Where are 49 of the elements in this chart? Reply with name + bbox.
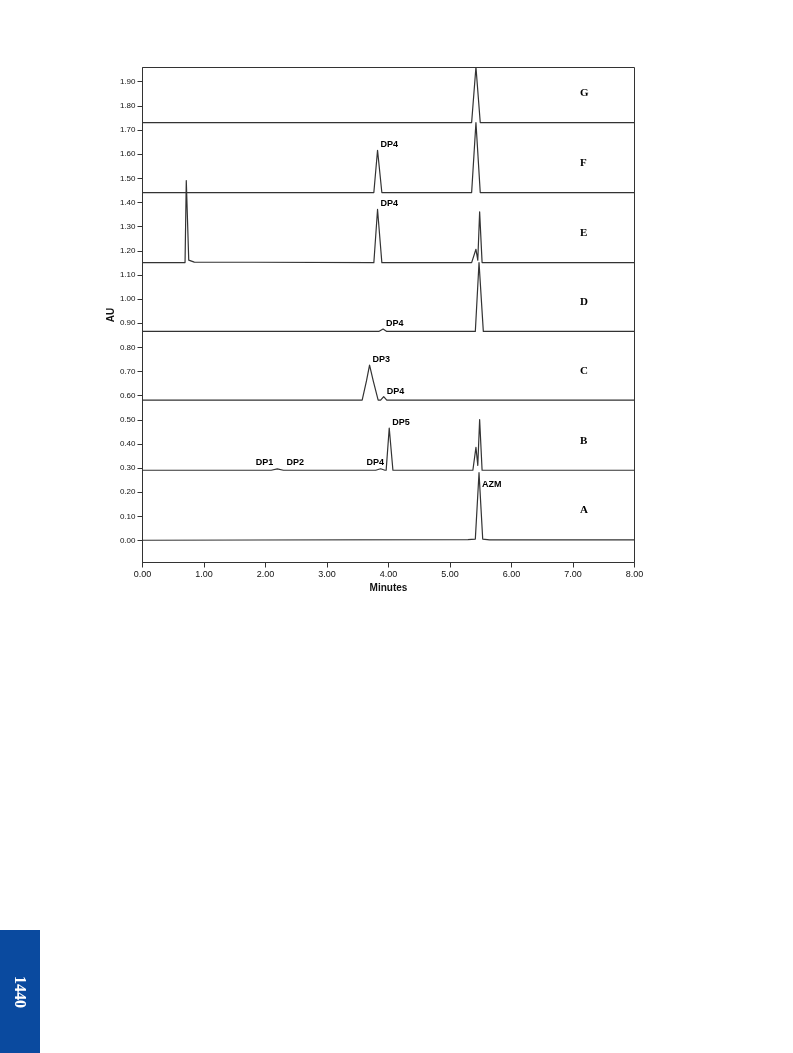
y-tick-label: 0.90: [119, 318, 137, 328]
text: C: [579, 363, 588, 376]
annotation: DP4: [386, 317, 404, 328]
y-tick-label: 1.00: [119, 294, 137, 304]
text: 1440: [11, 975, 29, 1008]
x-tick-label: 4.00: [379, 568, 398, 579]
annotation: AZM: [482, 478, 502, 489]
y-tick-label: 0.40: [119, 439, 137, 449]
annotation: DP2: [286, 456, 304, 467]
y-tick-label: 0.10: [119, 511, 137, 521]
y-tick-label: 1.50: [119, 173, 137, 183]
y-axis-title: AU: [104, 307, 116, 323]
x-tick-label: 1.00: [195, 568, 213, 579]
y-tick-label: 1.40: [119, 197, 137, 207]
text: A: [579, 503, 588, 516]
y-tick-label: 0.00: [119, 535, 137, 545]
y-tick-label: 1.10: [119, 270, 137, 280]
annotation: DP1: [255, 456, 274, 467]
text: G: [579, 85, 589, 98]
y-tick-label: 1.80: [119, 101, 137, 111]
x-axis-title: Minutes: [369, 581, 408, 593]
y-tick-label: 0.50: [119, 415, 137, 425]
y-tick-label: 1.60: [119, 149, 137, 159]
y-tick-label: 0.30: [119, 463, 137, 473]
annotation: DP5: [392, 416, 410, 427]
x-tick-label: 0.00: [133, 568, 152, 579]
annotation: DP4: [380, 139, 399, 150]
x-tick-label: 2.00: [256, 568, 275, 579]
y-tick-label: 1.90: [119, 76, 137, 86]
text: B: [579, 433, 588, 446]
x-tick-label: 5.00: [441, 568, 459, 579]
text: D: [579, 294, 588, 307]
y-tick-label: 1.30: [119, 221, 137, 231]
annotation: DP4: [380, 198, 399, 209]
annotation: DP3: [372, 354, 391, 365]
y-tick-label: 0.70: [119, 366, 137, 376]
annotation: DP4: [386, 385, 405, 396]
y-tick-label: 1.20: [119, 246, 137, 256]
x-tick-label: 8.00: [625, 568, 644, 579]
y-tick-label: 0.80: [119, 342, 137, 352]
text: F: [579, 155, 587, 168]
text: E: [579, 225, 588, 238]
x-tick-label: 3.00: [318, 568, 336, 579]
x-tick-label: 7.00: [564, 568, 582, 579]
x-tick-label: 6.00: [502, 568, 521, 579]
y-tick-label: 0.20: [119, 487, 137, 497]
annotation: DP4: [366, 456, 384, 467]
y-tick-label: 1.70: [119, 125, 137, 135]
y-tick-label: 0.60: [119, 390, 137, 400]
